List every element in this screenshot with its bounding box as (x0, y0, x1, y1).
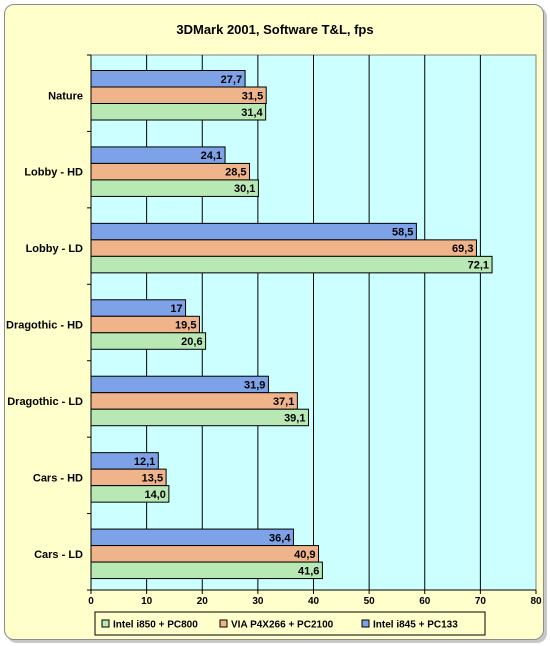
category-label: Dragothic - HD (6, 320, 83, 332)
x-tick-label: 80 (530, 596, 542, 607)
plot-area: 27,731,5 31,4 Nature 24,128,5 30,1 Lobby - HD… (6, 54, 542, 607)
data-label: 20,6 (181, 336, 202, 348)
bar (90, 239, 477, 257)
legend-box (94, 611, 486, 636)
bar (90, 375, 269, 394)
legend-label: Intel i845 + PC133 (373, 620, 458, 631)
data-label: 24,1 (201, 150, 222, 162)
data-label: 39,1 (284, 412, 305, 424)
legend-swatch (219, 619, 228, 628)
data-label: 72,1 (468, 260, 489, 272)
data-label: 41,6 (298, 565, 319, 577)
category-label: Lobby - LD (26, 243, 83, 255)
bar (90, 392, 298, 410)
x-tick-label: 30 (252, 596, 264, 607)
data-label: 31,5 (242, 90, 263, 102)
data-label: 27,7 (221, 74, 242, 86)
legend-swatch (361, 619, 370, 628)
data-label: 19,5 (175, 320, 196, 332)
data-label: 40,9 (294, 549, 315, 561)
bar (90, 222, 417, 241)
legend: Intel i850 + PC800 VIA P4X266 + PC2100 Int… (94, 611, 486, 636)
data-label: 36,4 (269, 532, 291, 544)
bar (90, 86, 267, 104)
bar (90, 408, 309, 427)
data-label: 69,3 (452, 243, 473, 255)
x-tick-label: 60 (419, 596, 431, 607)
category-label: Cars - HD (33, 472, 83, 484)
category-label: Lobby - HD (24, 167, 83, 179)
data-label: 37,1 (273, 396, 294, 408)
bar (90, 545, 320, 563)
data-label: 13,5 (142, 472, 163, 484)
x-tick-label: 50 (364, 596, 376, 607)
bar (90, 528, 294, 547)
x-tick-label: 0 (88, 596, 94, 607)
data-label: 31,9 (244, 379, 265, 391)
data-label: 58,5 (392, 227, 413, 239)
legend-label: Intel i850 + PC800 (113, 620, 198, 631)
legend-label: VIA P4X266 + PC2100 (231, 620, 334, 631)
bar (90, 561, 323, 580)
data-label: 17 (170, 303, 182, 315)
bar (90, 255, 493, 274)
x-tick-label: 20 (197, 596, 209, 607)
bar (90, 103, 267, 121)
chart-title: 3DMark 2001, Software T&L, fps (176, 22, 373, 37)
legend-swatch (101, 619, 110, 628)
data-label: 30,1 (234, 183, 255, 195)
x-tick-label: 70 (475, 596, 487, 607)
category-label: Cars - LD (34, 549, 83, 561)
data-label: 12,1 (134, 456, 155, 468)
x-tick-label: 10 (141, 596, 153, 607)
category-label: Dragothic - LD (7, 396, 83, 408)
data-label: 28,5 (225, 167, 246, 179)
data-label: 14,0 (144, 489, 165, 501)
data-label: 31,4 (241, 107, 263, 119)
x-tick-label: 40 (308, 596, 320, 607)
category-label: Nature (48, 90, 83, 102)
